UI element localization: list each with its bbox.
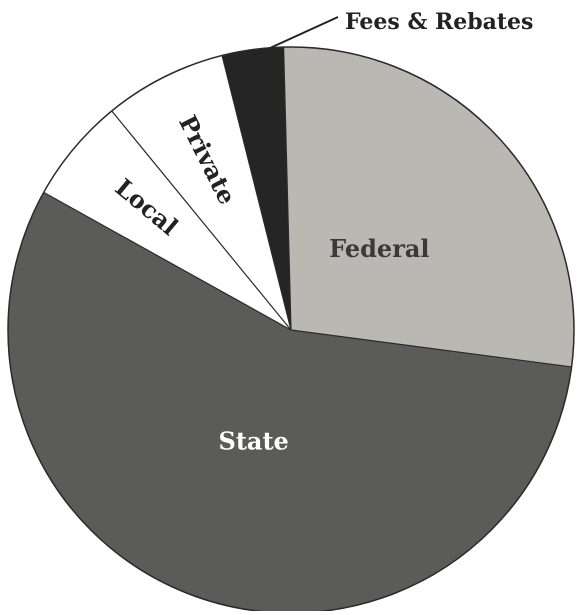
slice-divider [43,191,292,331]
callout-line [252,16,339,57]
slice-divider [290,329,572,368]
slices-layer [8,47,574,614]
slice-label-state: State [219,426,289,455]
slice-divider [111,110,292,331]
slice-divider [221,55,292,331]
slice-label-federal: Federal [329,234,429,263]
pie-slice-private [111,55,292,331]
slice-label-fees-and-rebates: Fees & Rebates [345,9,533,35]
pie-slice-local [43,111,292,330]
slice-divider [282,47,292,331]
pie-slice-federal [283,47,574,367]
pie-slice-state [8,192,572,614]
